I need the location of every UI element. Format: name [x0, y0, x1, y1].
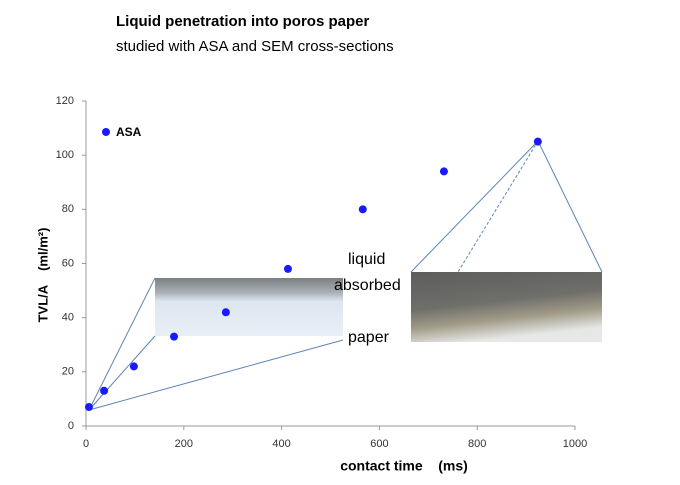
data-point [170, 332, 179, 341]
x-tick-label: 1000 [563, 438, 587, 450]
x-tick-label: 0 [83, 438, 89, 450]
callout-line [88, 339, 344, 411]
legend-marker [102, 128, 110, 136]
callout-line [537, 140, 603, 273]
data-point [533, 137, 542, 146]
data-point [439, 167, 448, 176]
x-axis-label: contact time (ms) [340, 458, 468, 474]
legend-label: ASA [116, 125, 142, 139]
y-tick-label: 60 [62, 257, 74, 269]
x-tick-label: 400 [272, 438, 290, 450]
x-tick-label: 200 [175, 438, 193, 450]
y-tick-label: 0 [68, 420, 74, 432]
x-tick-label: 800 [468, 438, 486, 450]
callout-line [410, 140, 539, 273]
y-tick-label: 100 [56, 149, 74, 161]
y-axis-label: TVL/A (ml/m²) [35, 228, 50, 323]
y-tick-label: 20 [62, 366, 74, 378]
callout-lines [88, 140, 603, 411]
data-point [221, 308, 230, 317]
chart-subtitle: studied with ASA and SEM cross-sections [116, 38, 394, 55]
cross-section-image [155, 278, 343, 336]
data-point [358, 205, 367, 214]
cross-section-image [411, 272, 602, 342]
callout-line [457, 140, 539, 273]
y-tick-label: 40 [62, 312, 74, 324]
data-point [100, 386, 109, 395]
data-point [84, 403, 93, 412]
data-point [129, 362, 138, 371]
callout-line [88, 335, 156, 411]
annotation: absorbed [334, 277, 401, 294]
x-tick-label: 600 [370, 438, 388, 450]
data-point [283, 264, 292, 273]
annotation: liquid [348, 251, 385, 268]
y-tick-label: 120 [56, 95, 74, 107]
chart-title: Liquid penetration into poros paper [116, 13, 369, 30]
y-tick-label: 80 [62, 203, 74, 215]
annotation: paper [348, 329, 390, 346]
callout-line [88, 277, 156, 411]
